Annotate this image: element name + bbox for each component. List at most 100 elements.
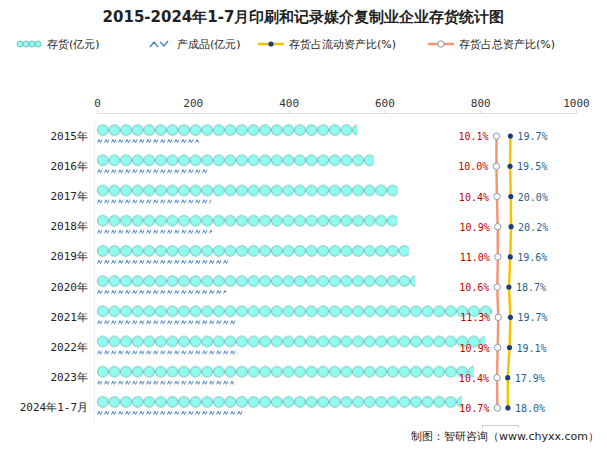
point xyxy=(494,284,500,290)
y-tick-label: 2018年 xyxy=(51,220,89,233)
y2-tick xyxy=(482,425,483,428)
y2-tick-mark xyxy=(518,425,519,428)
x-tick: 1000 xyxy=(563,97,590,113)
y-tick-label: 2019年 xyxy=(51,250,89,263)
legend-icon xyxy=(150,41,168,47)
point xyxy=(494,344,500,350)
legend-icon xyxy=(29,41,35,47)
legend-icon xyxy=(268,41,273,46)
x-tick-label: 800 xyxy=(471,97,491,110)
x-tick: 800 xyxy=(471,97,491,113)
line xyxy=(508,136,511,408)
data-label: 10.9% xyxy=(460,222,490,233)
point xyxy=(507,345,512,350)
line xyxy=(496,136,498,408)
data-label: 20.2% xyxy=(518,222,548,233)
bar xyxy=(97,305,492,317)
y-tick: 2021年 xyxy=(51,311,95,324)
data-label: 18.0% xyxy=(515,403,545,414)
annotation: 制图：智研咨询（www.chyxx.com） xyxy=(411,430,599,443)
y-tick: 2016年 xyxy=(51,160,95,173)
y-tick: 2020年 xyxy=(51,281,95,294)
data-label: 10.4% xyxy=(459,192,489,203)
bar xyxy=(97,350,238,356)
x-tick-label: 1000 xyxy=(563,97,590,110)
point xyxy=(493,133,499,139)
x-tick-label: 200 xyxy=(183,97,203,110)
x-tick: 200 xyxy=(183,97,203,113)
bar xyxy=(97,259,228,265)
data-label: 19.7% xyxy=(517,131,547,142)
y-tick-label: 2024年1-7月 xyxy=(20,401,88,414)
y2-tick xyxy=(518,425,519,428)
x-tick-label: 600 xyxy=(375,97,395,110)
x-tick: 400 xyxy=(279,97,299,113)
legend-label: 产成品(亿元) xyxy=(177,38,241,51)
x-tick: 0 xyxy=(94,97,101,113)
y-axis: 2015年 2016年 2017年 2018年 2019年 2020年 2021年 2022年… xyxy=(20,122,95,424)
x-tick-label: 400 xyxy=(279,97,299,110)
bar xyxy=(97,380,234,386)
y-tick: 2022年 xyxy=(51,341,95,354)
data-label: 10.4% xyxy=(459,373,489,384)
point xyxy=(508,134,513,139)
legend-icon xyxy=(35,41,41,47)
y-tick-label: 2015年 xyxy=(51,130,89,143)
y-tick-label: 2016年 xyxy=(51,160,89,173)
x-tick-mark xyxy=(97,110,98,113)
data-label: 10.6% xyxy=(459,282,489,293)
y-tick-label: 2017年 xyxy=(51,190,89,203)
bar xyxy=(97,229,212,235)
bar xyxy=(97,319,237,325)
bar xyxy=(97,366,474,378)
bar xyxy=(97,410,243,416)
point xyxy=(494,224,500,230)
data-label: 11.3% xyxy=(460,312,490,323)
bar xyxy=(97,124,357,136)
y-axis-line xyxy=(94,122,95,424)
y-tick: 2018年 xyxy=(51,220,95,233)
y-tick-label: 2021年 xyxy=(51,311,89,324)
point xyxy=(506,285,511,290)
legend-item: 存货占总资产比(%) xyxy=(428,38,555,51)
bar xyxy=(97,199,211,205)
data-label: 19.6% xyxy=(517,252,547,263)
bar xyxy=(97,154,374,166)
legend-item: 存货占流动资产比(%) xyxy=(258,38,396,51)
x-tick-mark xyxy=(289,110,290,113)
bar xyxy=(97,336,485,348)
data-label: 19.1% xyxy=(517,343,547,354)
legend-label: 存货占流动资产比(%) xyxy=(289,38,396,51)
point xyxy=(508,224,513,229)
x-tick-mark xyxy=(576,110,577,113)
y-tick: 2015年 xyxy=(51,130,95,143)
y-tick: 2017年 xyxy=(51,190,95,203)
point xyxy=(508,194,513,199)
point xyxy=(493,163,499,169)
legend: 存货(亿元) 产成品(亿元) 存货占流动资产比(%) 存货占总资产比(%) xyxy=(17,38,555,51)
data-label: 19.5% xyxy=(517,161,547,172)
y-tick: 2023年 xyxy=(51,371,95,384)
data-label: 10.9% xyxy=(460,343,490,354)
plot xyxy=(97,124,514,416)
y-tick-label: 2022年 xyxy=(51,341,89,354)
legend-label: 存货占总资产比(%) xyxy=(459,38,555,51)
bar xyxy=(97,289,226,295)
x-tick-mark xyxy=(193,110,194,113)
y2-axis-line xyxy=(483,425,519,426)
data-label: 18.7% xyxy=(516,282,546,293)
point xyxy=(494,405,500,411)
legend-icon xyxy=(23,41,29,47)
legend-label: 存货(亿元) xyxy=(47,38,100,51)
data-label: 10.7% xyxy=(459,403,489,414)
point xyxy=(495,314,501,320)
point xyxy=(508,254,513,259)
legend-item: 存货(亿元) xyxy=(17,38,100,51)
point xyxy=(494,375,500,381)
data-label: 17.9% xyxy=(515,373,545,384)
x-tick-mark xyxy=(384,110,385,113)
x-tick: 600 xyxy=(375,97,395,113)
y-tick-label: 2020年 xyxy=(51,281,89,294)
bar xyxy=(97,275,415,287)
legend-item: 产成品(亿元) xyxy=(150,38,241,51)
